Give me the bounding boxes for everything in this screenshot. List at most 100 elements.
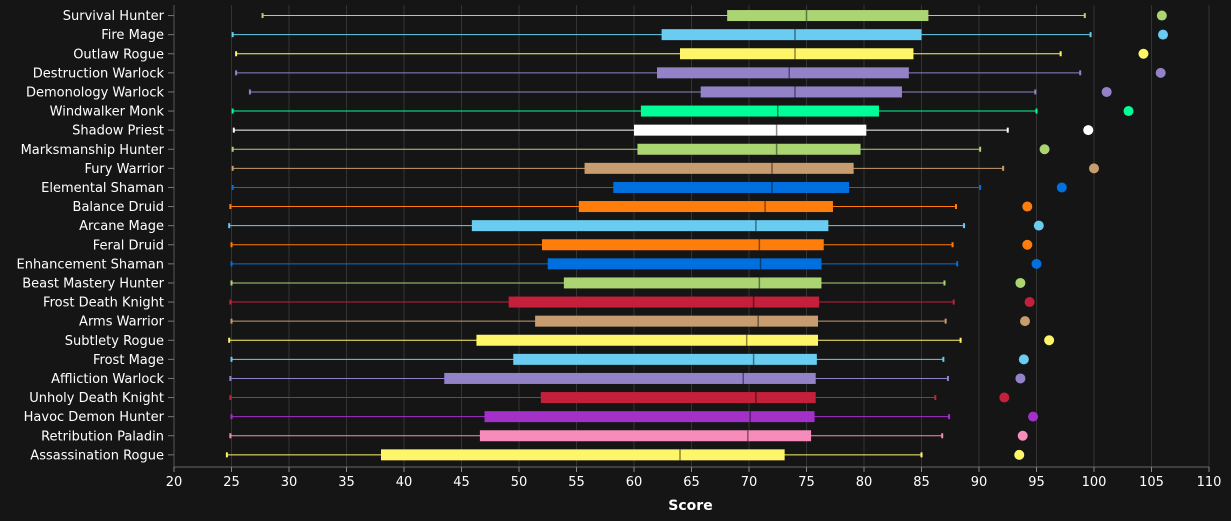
box-affliction-warlock (229, 372, 1026, 384)
x-tick-label: 30 (281, 475, 298, 490)
outlier-point (1044, 335, 1055, 346)
outlier-point (1101, 86, 1112, 97)
category-label: Windwalker Monk (50, 105, 165, 120)
category-label: Marksmanship Hunter (21, 143, 165, 158)
x-tick-label: 50 (511, 475, 528, 490)
box-elemental-shaman (231, 181, 1067, 193)
iqr-box (508, 296, 820, 308)
category-label: Subtlety Rogue (65, 334, 164, 349)
box-enhancement-shaman (230, 258, 1042, 270)
x-axis-title: Score (668, 498, 712, 514)
box-series (225, 10, 1168, 461)
category-label: Elemental Shaman (41, 181, 164, 196)
outlier-point (1031, 258, 1042, 269)
box-havoc-demon-hunter (230, 411, 1039, 423)
category-label: Demonology Warlock (26, 85, 165, 100)
box-feral-druid (230, 239, 1033, 251)
iqr-box (661, 29, 922, 41)
iqr-box (542, 239, 824, 251)
x-tick-label: 75 (798, 475, 815, 490)
box-subtlety-rogue (228, 334, 1055, 346)
x-tick-label: 20 (166, 475, 183, 490)
box-assassination-rogue (225, 449, 1025, 461)
box-outlaw-rogue (235, 48, 1149, 60)
category-label: Unholy Death Knight (29, 391, 164, 406)
category-label: Frost Death Knight (43, 296, 164, 311)
grid-lines (173, 5, 1210, 467)
y-axis-labels: Survival Hunter Fire Mage Outlaw Rogue Dest… (16, 9, 174, 463)
iqr-box (640, 105, 879, 117)
outlier-point (1024, 297, 1035, 308)
category-label: Frost Mage (93, 353, 164, 368)
outlier-point (1155, 67, 1166, 78)
box-frost-death-knight (229, 296, 1035, 308)
category-label: Havoc Demon Hunter (24, 410, 165, 425)
category-label: Feral Druid (93, 238, 164, 253)
iqr-box (613, 181, 850, 193)
iqr-box (479, 430, 812, 442)
box-fire-mage (231, 29, 1168, 41)
iqr-box (381, 449, 785, 461)
x-tick-label: 45 (453, 475, 470, 490)
iqr-box (727, 10, 929, 22)
x-tick-label: 25 (223, 475, 240, 490)
x-tick-label: 90 (971, 475, 988, 490)
outlier-point (1123, 106, 1134, 117)
box-fury-warrior (231, 162, 1099, 174)
x-tick-label: 35 (338, 475, 355, 490)
outlier-point (1015, 277, 1026, 288)
iqr-box (700, 86, 902, 98)
iqr-box (444, 372, 816, 384)
outlier-point (1018, 354, 1029, 365)
iqr-box (484, 411, 815, 423)
iqr-box (540, 392, 816, 404)
iqr-box (634, 124, 867, 136)
category-label: Fire Mage (101, 28, 164, 43)
iqr-box (578, 201, 833, 213)
box-marksmanship-hunter (231, 143, 1050, 155)
category-label: Retribution Paladin (41, 429, 164, 444)
outlier-point (1089, 163, 1099, 174)
iqr-box (547, 258, 822, 270)
x-tick-label: 105 (1139, 475, 1164, 490)
outlier-point (1056, 182, 1067, 193)
category-label: Outlaw Rogue (73, 47, 164, 62)
outlier-point (999, 392, 1010, 403)
x-tick-label: 110 (1197, 475, 1222, 490)
category-label: Survival Hunter (63, 9, 165, 24)
iqr-box (584, 162, 854, 174)
category-label: Beast Mastery Hunter (22, 276, 164, 291)
iqr-box (657, 67, 909, 79)
category-label: Shadow Priest (72, 124, 164, 139)
outlier-point (1015, 373, 1026, 384)
outlier-point (1020, 316, 1030, 327)
category-label: Fury Warrior (84, 162, 164, 177)
box-balance-druid (229, 201, 1033, 213)
box-beast-mastery-hunter (230, 277, 1026, 289)
outlier-point (1028, 411, 1039, 422)
box-retribution-paladin (229, 430, 1028, 442)
x-tick-label: 80 (856, 475, 873, 490)
x-tick-label: 65 (683, 475, 700, 490)
box-destruction-warlock (235, 67, 1166, 79)
x-tick-label: 95 (1028, 475, 1045, 490)
box-frost-mage (230, 353, 1029, 365)
x-tick-label: 70 (741, 475, 758, 490)
x-tick-label: 100 (1082, 475, 1107, 490)
iqr-box (563, 277, 822, 289)
outlier-point (1022, 239, 1033, 250)
outlier-point (1156, 10, 1167, 21)
category-label: Arms Warrior (79, 315, 165, 330)
category-label: Balance Druid (73, 200, 164, 215)
box-survival-hunter (261, 10, 1167, 22)
box-arcane-mage (228, 220, 1044, 232)
category-label: Arcane Mage (79, 219, 164, 234)
iqr-box (513, 353, 817, 365)
outlier-point (1022, 201, 1033, 212)
outlier-point (1033, 220, 1044, 231)
outlier-point (1083, 125, 1094, 136)
iqr-box (471, 220, 829, 232)
box-arms-warrior (230, 315, 1030, 327)
iqr-box (476, 334, 818, 346)
